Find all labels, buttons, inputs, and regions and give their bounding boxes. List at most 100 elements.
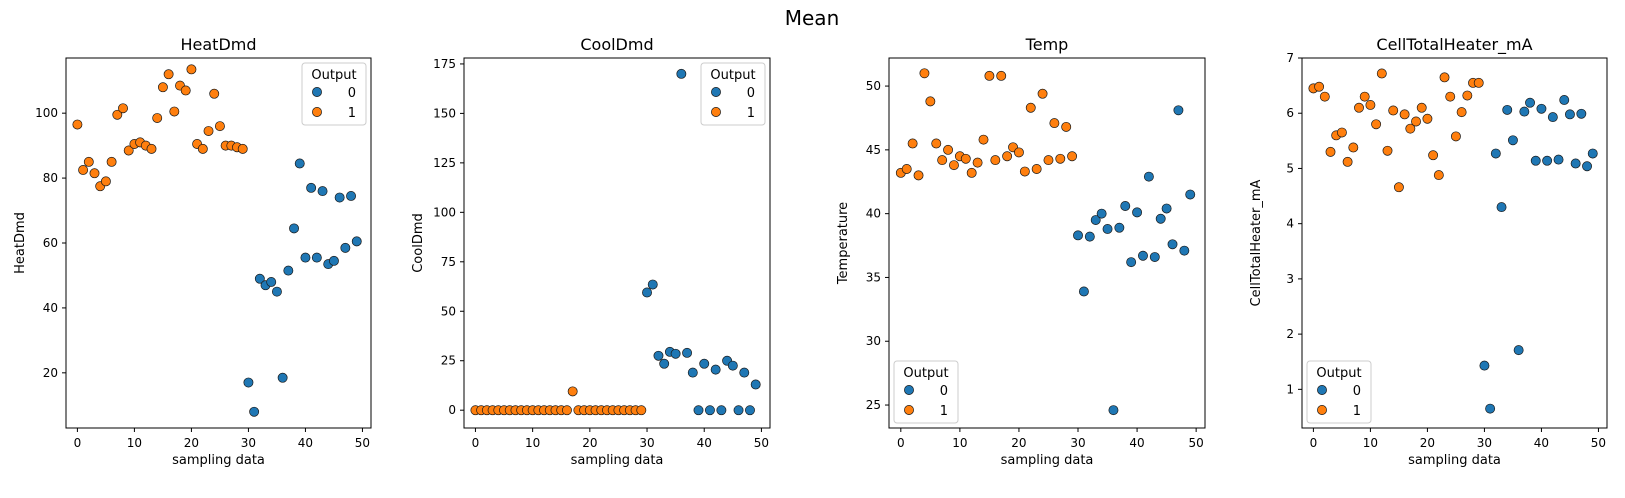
data-point xyxy=(1037,88,1048,99)
x-tick-label: 40 xyxy=(298,436,313,450)
data-point xyxy=(1120,201,1131,211)
axes-frame xyxy=(1301,57,1608,429)
data-point xyxy=(1582,161,1592,172)
y-tick-label: 0 xyxy=(448,403,456,417)
data-point xyxy=(1365,99,1376,110)
data-point xyxy=(1096,208,1107,219)
y-tick-label: 4 xyxy=(1286,217,1294,231)
data-point xyxy=(907,138,918,149)
chart-title: HeatDmd xyxy=(180,35,256,54)
data-point xyxy=(1445,91,1456,102)
y-tick-label: 30 xyxy=(866,334,881,348)
data-point xyxy=(1411,116,1421,127)
data-point xyxy=(289,223,299,234)
data-point xyxy=(1031,164,1042,174)
data-point xyxy=(960,153,971,164)
data-point xyxy=(1314,81,1325,92)
y-tick-label: 40 xyxy=(866,207,881,221)
data-point xyxy=(567,386,578,397)
data-point xyxy=(1399,109,1410,120)
y-tick-label: 1 xyxy=(1286,382,1294,396)
data-point xyxy=(1376,68,1387,79)
data-point xyxy=(1479,360,1490,371)
x-tick-label: 20 xyxy=(1011,436,1026,450)
legend-marker xyxy=(711,107,721,117)
data-point xyxy=(1456,107,1467,118)
x-tick-label: 40 xyxy=(1129,436,1144,450)
data-point xyxy=(1002,151,1013,162)
x-tick-label: 10 xyxy=(525,436,540,450)
data-point xyxy=(1019,166,1030,177)
y-tick-label: 35 xyxy=(866,270,881,284)
series-1 xyxy=(72,64,248,192)
data-point xyxy=(682,347,693,358)
data-point xyxy=(328,255,339,266)
data-point xyxy=(351,236,362,247)
data-point xyxy=(249,406,260,417)
data-point xyxy=(169,106,180,117)
data-point xyxy=(112,109,123,120)
data-point xyxy=(186,64,197,75)
x-tick-label: 50 xyxy=(1188,436,1203,450)
legend-label: 1 xyxy=(940,404,948,419)
data-point xyxy=(687,367,698,378)
data-point xyxy=(1519,106,1530,117)
y-tick-label: 25 xyxy=(441,354,456,368)
data-point xyxy=(1078,286,1089,297)
data-point xyxy=(647,279,658,290)
data-point xyxy=(693,405,704,416)
data-point xyxy=(1336,127,1347,138)
data-point xyxy=(1428,150,1439,161)
data-point xyxy=(1490,148,1501,159)
y-tick-label: 175 xyxy=(433,57,456,71)
data-point xyxy=(300,252,311,263)
data-point xyxy=(1173,105,1184,116)
legend-title: Output xyxy=(903,366,948,381)
x-tick-label: 30 xyxy=(241,436,256,450)
data-point xyxy=(266,276,277,287)
data-point xyxy=(123,145,134,156)
x-tick-label: 30 xyxy=(1070,436,1085,450)
data-point xyxy=(1570,158,1581,169)
figure-title: Mean xyxy=(785,6,840,30)
data-point xyxy=(1084,231,1095,242)
x-tick-label: 0 xyxy=(472,436,480,450)
legend-title: Output xyxy=(710,68,755,83)
data-point xyxy=(984,70,995,81)
data-point xyxy=(670,348,681,359)
legend-marker xyxy=(904,385,914,395)
data-point xyxy=(1155,213,1166,224)
data-point xyxy=(1485,403,1496,414)
data-point xyxy=(727,360,738,371)
data-point xyxy=(106,156,117,167)
data-point xyxy=(334,192,345,203)
data-point xyxy=(78,165,89,175)
data-point xyxy=(1536,103,1547,114)
legend: Output 0 1 xyxy=(893,360,959,424)
data-point xyxy=(1185,189,1196,200)
x-tick-label: 50 xyxy=(1591,436,1606,450)
y-tick-label: 2 xyxy=(1286,327,1294,341)
legend-label: 1 xyxy=(747,106,755,121)
data-point xyxy=(750,379,761,390)
data-point xyxy=(1114,222,1125,233)
series-1 xyxy=(470,386,647,416)
y-tick-label: 6 xyxy=(1286,106,1294,120)
x-tick-label: 10 xyxy=(127,436,142,450)
x-tick-label: 10 xyxy=(1363,436,1378,450)
legend-label: 0 xyxy=(1353,384,1361,399)
data-point xyxy=(1043,155,1054,166)
data-point xyxy=(1525,97,1535,108)
data-point xyxy=(1342,156,1353,167)
data-point xyxy=(653,350,664,361)
data-point xyxy=(943,144,954,155)
data-point xyxy=(146,143,157,154)
y-tick-label: 50 xyxy=(866,79,881,93)
data-point xyxy=(271,286,282,297)
data-point xyxy=(254,273,265,284)
data-point xyxy=(1450,131,1461,142)
x-tick-label: 40 xyxy=(697,436,712,450)
data-point xyxy=(1025,102,1036,113)
chart-4: CellTotalHeater_mA0 10 20 30 40 501234567samp… xyxy=(1249,35,1608,468)
